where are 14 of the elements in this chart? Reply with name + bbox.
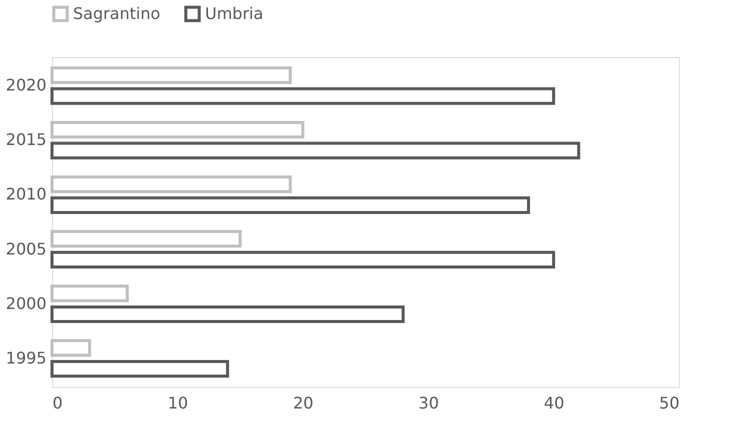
- x-tick-label: 20: [293, 394, 314, 412]
- legend-label: Sagrantino: [73, 4, 160, 23]
- x-tick-label: 0: [52, 394, 63, 412]
- y-tick-label: 2005: [6, 239, 46, 258]
- y-tick-label: 2015: [6, 130, 46, 150]
- x-tick-label: 40: [544, 394, 564, 412]
- x-tick-label: 50: [659, 394, 680, 412]
- y-tick-label: 2000: [6, 294, 46, 313]
- y-tick-label: 1995: [6, 348, 46, 368]
- legend-label: Umbria: [205, 4, 264, 23]
- x-tick-label: 10: [168, 394, 188, 412]
- y-tick-label: 2020: [6, 76, 46, 95]
- y-tick-label: 2010: [6, 184, 46, 204]
- x-tick-label: 30: [418, 394, 439, 412]
